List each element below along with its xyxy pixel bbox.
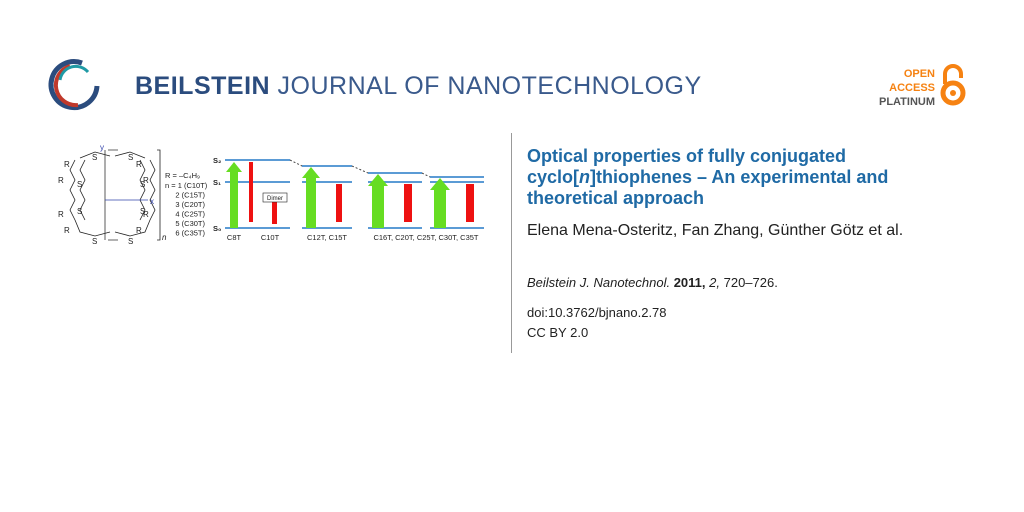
atom-label: S — [140, 207, 145, 216]
group-label: C8T — [227, 233, 242, 242]
state-label: S₁ — [213, 178, 221, 187]
brand-light: JOURNAL OF NANOTECHNOLOGY — [277, 72, 702, 100]
atom-label: R — [58, 210, 64, 219]
group-label: C10T — [261, 233, 280, 242]
atom-label: R — [136, 160, 142, 169]
badge-open: OPEN — [904, 68, 935, 80]
atom-label: R — [64, 160, 70, 169]
series-label: n = 1 (C10T) — [165, 181, 208, 190]
doi: doi:10.3762/bjnano.2.78 — [527, 305, 667, 320]
atom-label: R — [58, 176, 64, 185]
series-label: 4 (C25T) — [175, 210, 205, 219]
atom-label: S — [128, 153, 133, 162]
text-segment: Beilstein J. Nanotechnol. — [527, 275, 671, 290]
state-label: S₀ — [213, 224, 221, 233]
series-label: 2 (C15T) — [175, 191, 205, 200]
state-label: S₂ — [213, 156, 221, 165]
brand-bold: BEILSTEIN — [135, 72, 271, 100]
molecule — [69, 149, 161, 241]
substituent: R = –C₄H₉ — [165, 171, 200, 180]
atom-label: S — [128, 237, 133, 246]
repeat-label: n — [162, 233, 167, 242]
text-segment: n — [579, 167, 591, 187]
text-segment: 2, — [705, 275, 720, 290]
badge-access: ACCESS — [889, 82, 935, 94]
text-segment: 2011, — [670, 275, 706, 290]
atom-label: R — [143, 210, 149, 219]
axis-label: x — [150, 197, 154, 206]
open-access-icon — [940, 64, 966, 106]
journal-name: BEILSTEIN JOURNAL OF NANOTECHNOLOGY — [135, 72, 702, 101]
atom-label: S — [92, 237, 97, 246]
dimer-label: Dimer — [267, 196, 283, 202]
series-label: 5 (C30T) — [175, 219, 205, 228]
group-label: C16T, C20T, C25T, C30T, C35T — [373, 233, 478, 242]
atom-label: S — [140, 180, 145, 189]
atom-label: R — [143, 176, 149, 185]
group-label: C12T, C15T — [307, 233, 347, 242]
atom-label: R — [64, 226, 70, 235]
text-segment: Optical properties of fully conjugated c… — [527, 146, 847, 187]
atom-label: S — [77, 180, 82, 189]
series-label: 6 (C35T) — [175, 229, 205, 238]
journal-logo — [48, 59, 100, 111]
license: CC BY 2.0 — [527, 325, 589, 340]
authors: Elena Mena-Osteritz, Fan Zhang, Günther … — [527, 222, 904, 239]
badge-platinum: PLATINUM — [879, 96, 935, 108]
atom-label: S — [77, 207, 82, 216]
article-title: Optical properties of fully conjugated c… — [527, 146, 967, 209]
atom-label: R — [136, 226, 142, 235]
axis-label: y — [100, 143, 104, 152]
divider — [511, 133, 512, 353]
series-label: 3 (C20T) — [175, 200, 205, 209]
citation: Beilstein J. Nanotechnol. 2011, 2, 720–7… — [527, 275, 778, 290]
text-segment: ]thiophenes – An experimental and theore… — [527, 167, 889, 208]
atom-label: S — [92, 153, 97, 162]
text-segment: 720–726. — [720, 275, 778, 290]
energy-diagram — [225, 159, 484, 229]
